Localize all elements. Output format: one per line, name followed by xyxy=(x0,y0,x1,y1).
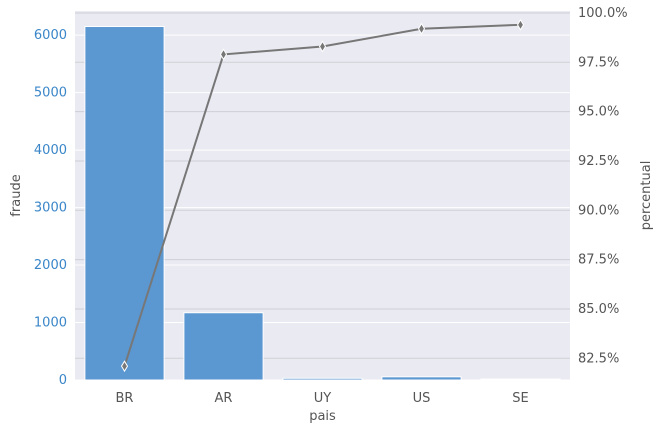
left-tick-label-2: 2000 xyxy=(34,258,67,273)
x-axis-label: pais xyxy=(309,409,336,424)
x-tick-label-US: US xyxy=(413,391,431,406)
left-tick-label-1: 1000 xyxy=(34,316,67,331)
bar-series xyxy=(84,26,561,381)
bar-BR xyxy=(84,26,165,381)
bar-US xyxy=(381,376,462,381)
right-tick-label-5: 95.0% xyxy=(578,105,619,120)
percentual-marker-BR xyxy=(120,360,129,373)
right-tick-label-2: 87.5% xyxy=(578,253,619,268)
left-axis-label: fraude xyxy=(9,174,24,216)
x-tick-label-BR: BR xyxy=(116,391,134,406)
percentual-marker-US xyxy=(417,22,426,35)
bar-AR xyxy=(183,312,264,381)
left-tick-label-5: 5000 xyxy=(34,86,67,101)
percentual-marker-SE xyxy=(516,18,525,31)
percentual-marker-AR xyxy=(219,48,228,61)
left-tick-label-6: 6000 xyxy=(34,28,67,43)
right-tick-label-4: 92.5% xyxy=(578,154,619,169)
right-tick-label-7: 100.0% xyxy=(578,6,628,21)
left-axis-ticks: 0 1000 2000 3000 4000 5000 6000 xyxy=(34,28,67,388)
bar-UY xyxy=(282,377,363,381)
right-tick-label-0: 82.5% xyxy=(578,351,619,366)
right-tick-label-3: 90.0% xyxy=(578,203,619,218)
left-tick-label-4: 4000 xyxy=(34,143,67,158)
x-axis-ticks: BR AR UY US SE xyxy=(116,391,529,406)
left-tick-label-0: 0 xyxy=(59,373,67,388)
left-tick-label-3: 3000 xyxy=(34,201,67,216)
right-tick-label-6: 97.5% xyxy=(578,55,619,70)
x-tick-label-AR: AR xyxy=(215,391,233,406)
line-series xyxy=(120,18,525,373)
right-tick-label-1: 85.0% xyxy=(578,302,619,317)
percentual-marker-UY xyxy=(318,40,327,53)
bar-SE xyxy=(480,378,561,381)
x-tick-label-UY: UY xyxy=(314,391,332,406)
right-axis-ticks: 82.5% 85.0% 87.5% 90.0% 92.5% 95.0% 97.5% 100.0… xyxy=(578,6,628,366)
right-axis-label: percentual xyxy=(639,161,654,231)
x-tick-label-SE: SE xyxy=(512,391,528,406)
